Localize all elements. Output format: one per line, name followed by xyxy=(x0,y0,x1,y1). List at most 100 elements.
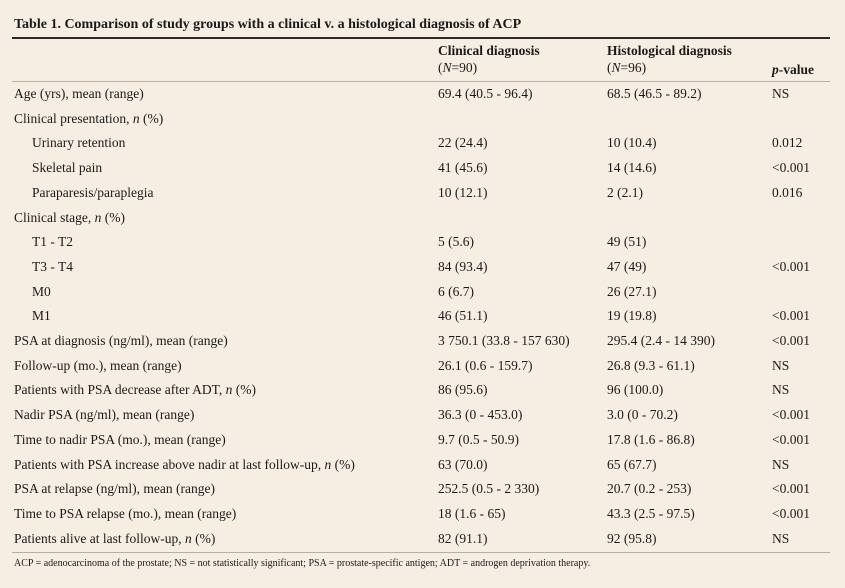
cell-p-value: NS xyxy=(772,530,790,546)
cell-histological: 92 (95.8) xyxy=(607,530,657,546)
cell-p-value: <0.001 xyxy=(772,258,810,274)
table-row: Patients with PSA decrease after ADT, n … xyxy=(0,378,845,402)
row-label: Urinary retention xyxy=(32,135,126,151)
cell-p-value: 0.016 xyxy=(772,184,803,200)
cell-histological: 43.3 (2.5 - 97.5) xyxy=(607,505,695,521)
cell-histological: 295.4 (2.4 - 14 390) xyxy=(607,333,715,348)
row-label: Nadir PSA (ng/ml), mean (range) xyxy=(14,407,195,423)
cell-p-value: NS xyxy=(772,456,790,472)
header-clinical-label: Clinical diagnosis xyxy=(438,43,540,58)
cell-p-value: <0.001 xyxy=(772,431,810,447)
table-row: Paraparesis/paraplegia 10 (12.1) 2 (2.1) 0.… xyxy=(0,181,845,205)
row-label: Age (yrs), mean (range) xyxy=(14,86,144,101)
cell-clinical: 41 (45.6) xyxy=(438,160,488,176)
cell-p-value: <0.001 xyxy=(772,407,810,423)
cell-p-value: NS xyxy=(772,382,790,398)
table-row: Follow-up (mo.), mean (range) 26.1 (0.6 -… xyxy=(0,354,845,378)
cell-p-value: <0.001 xyxy=(772,481,810,497)
cell-histological: 96 (100.0) xyxy=(607,382,664,398)
table-row: Time to nadir PSA (mo.), mean (range) 9.7… xyxy=(0,428,845,452)
cell-clinical: 69.4 (40.5 - 96.4) xyxy=(438,86,533,101)
row-label: M0 xyxy=(32,283,51,299)
cell-clinical: 82 (91.1) xyxy=(438,530,488,546)
table-row: PSA at diagnosis (ng/ml), mean (range) 3 … xyxy=(0,329,845,353)
header-clinical-n: (N=90) xyxy=(438,60,478,75)
cell-p-value: <0.001 xyxy=(772,333,810,348)
table-row: M0 6 (6.7) 26 (27.1) xyxy=(0,280,845,304)
cell-p-value: NS xyxy=(772,357,790,373)
table-footnote: ACP = adenocarcinoma of the prostate; NS… xyxy=(14,558,591,569)
row-label: T3 - T4 xyxy=(32,258,73,274)
cell-p-value: <0.001 xyxy=(772,505,810,521)
table-row: Urinary retention 22 (24.4) 10 (10.4) 0.012 xyxy=(0,131,845,155)
header-p-value: p-value xyxy=(772,62,814,77)
cell-clinical: 26.1 (0.6 - 159.7) xyxy=(438,357,533,373)
table-row: T1 - T2 5 (5.6) 49 (51) xyxy=(0,230,845,254)
cell-histological: 17.8 (1.6 - 86.8) xyxy=(607,431,695,447)
cell-histological: 14 (14.6) xyxy=(607,160,657,176)
row-label: Patients with PSA decrease after ADT, n … xyxy=(14,382,256,398)
cell-clinical: 86 (95.6) xyxy=(438,382,488,398)
cell-histological: 19 (19.8) xyxy=(607,308,657,324)
cell-histological: 47 (49) xyxy=(607,258,647,274)
row-label: Follow-up (mo.), mean (range) xyxy=(14,357,182,373)
cell-clinical: 18 (1.6 - 65) xyxy=(438,505,506,521)
cell-clinical: 10 (12.1) xyxy=(438,184,488,200)
table-row: Patients alive at last follow-up, n (%) 8… xyxy=(0,527,845,551)
table-row: Patients with PSA increase above nadir a… xyxy=(0,453,845,477)
table-row: T3 - T4 84 (93.4) 47 (49) <0.001 xyxy=(0,255,845,279)
row-label: Patients alive at last follow-up, n (%) xyxy=(14,530,216,546)
cell-histological: 26 (27.1) xyxy=(607,283,657,299)
cell-clinical: 5 (5.6) xyxy=(438,234,474,250)
cell-histological: 10 (10.4) xyxy=(607,135,657,151)
table-row: PSA at relapse (ng/ml), mean (range) 252.… xyxy=(0,477,845,501)
cell-p-value: <0.001 xyxy=(772,160,810,176)
row-label: Patients with PSA increase above nadir a… xyxy=(14,456,355,472)
row-label: Time to PSA relapse (mo.), mean (range) xyxy=(14,505,237,521)
cell-histological: 2 (2.1) xyxy=(607,184,643,200)
cell-clinical: 6 (6.7) xyxy=(438,283,474,299)
cell-clinical: 36.3 (0 - 453.0) xyxy=(438,407,523,423)
cell-clinical: 252.5 (0.5 - 2 330) xyxy=(438,481,540,497)
table-row: Nadir PSA (ng/ml), mean (range) 36.3 (0 -… xyxy=(0,403,845,427)
cell-p-value: 0.012 xyxy=(772,135,803,151)
header-histological-n: (N=96) xyxy=(607,60,647,75)
table-row: Clinical stage, n (%) xyxy=(0,206,845,230)
header-rule xyxy=(12,81,830,82)
table-row: Age (yrs), mean (range) 69.4 (40.5 - 96.4… xyxy=(0,82,845,106)
bottom-rule xyxy=(12,552,830,553)
header-clinical: Clinical diagnosis (N=90) xyxy=(438,42,540,76)
header-histological: Histological diagnosis (N=96) xyxy=(607,42,732,76)
cell-p-value: NS xyxy=(772,86,790,101)
row-label: Clinical presentation, n (%) xyxy=(14,110,164,126)
row-label: Clinical stage, n (%) xyxy=(14,209,125,225)
header-histological-label: Histological diagnosis xyxy=(607,43,732,58)
cell-histological: 65 (67.7) xyxy=(607,456,657,472)
cell-histological: 68.5 (46.5 - 89.2) xyxy=(607,86,702,101)
cell-histological: 3.0 (0 - 70.2) xyxy=(607,407,678,423)
row-label: T1 - T2 xyxy=(32,234,73,250)
cell-clinical: 3 750.1 (33.8 - 157 630) xyxy=(438,333,570,348)
cell-histological: 20.7 (0.2 - 253) xyxy=(607,481,692,497)
cell-p-value: <0.001 xyxy=(772,308,810,324)
row-label: PSA at diagnosis (ng/ml), mean (range) xyxy=(14,333,228,348)
table-row: Skeletal pain 41 (45.6) 14 (14.6) <0.001 xyxy=(0,156,845,180)
cell-clinical: 46 (51.1) xyxy=(438,308,488,324)
row-label: Paraparesis/paraplegia xyxy=(32,184,154,200)
row-label: PSA at relapse (ng/ml), mean (range) xyxy=(14,481,215,497)
cell-histological: 49 (51) xyxy=(607,234,647,250)
table-row: Time to PSA relapse (mo.), mean (range) 1… xyxy=(0,502,845,526)
table-row: Clinical presentation, n (%) xyxy=(0,107,845,131)
row-label: Skeletal pain xyxy=(32,160,103,176)
top-rule xyxy=(12,37,830,39)
cell-clinical: 9.7 (0.5 - 50.9) xyxy=(438,431,519,447)
row-label: M1 xyxy=(32,308,51,324)
cell-clinical: 84 (93.4) xyxy=(438,258,488,274)
row-label: Time to nadir PSA (mo.), mean (range) xyxy=(14,431,226,447)
cell-histological: 26.8 (9.3 - 61.1) xyxy=(607,357,695,373)
table-row: M1 46 (51.1) 19 (19.8) <0.001 xyxy=(0,304,845,328)
cell-clinical: 22 (24.4) xyxy=(438,135,488,151)
cell-clinical: 63 (70.0) xyxy=(438,456,488,472)
table-title: Table 1. Comparison of study groups with… xyxy=(14,17,522,32)
